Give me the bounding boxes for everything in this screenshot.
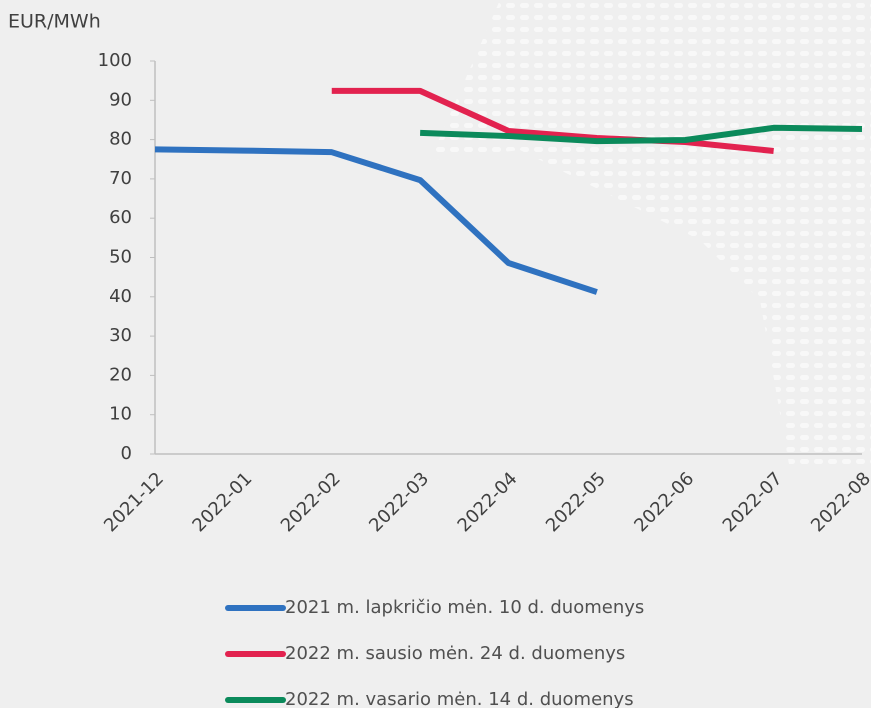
y-tick-label: 0: [121, 443, 132, 464]
y-axis-label: EUR/MWh: [8, 11, 101, 33]
legend-label: 2022 m. sausio mėn. 24 d. duomenys: [285, 643, 625, 664]
y-tick-label: 70: [109, 168, 132, 189]
y-tick-label: 10: [109, 404, 132, 425]
legend-label: 2022 m. vasario mėn. 14 d. duomenys: [285, 689, 634, 708]
series-line: [331, 87, 774, 154]
legend-label: 2021 m. lapkričio mėn. 10 d. duomenys: [285, 597, 644, 618]
y-tick-label: 40: [109, 286, 132, 307]
map-pattern: [430, 0, 871, 470]
y-tick-label: 60: [109, 207, 132, 228]
y-tick-label: 90: [109, 89, 132, 110]
y-tick-label: 30: [109, 325, 132, 346]
series-line: [420, 124, 863, 145]
y-tick-label: 100: [98, 50, 132, 71]
series-line: [154, 146, 598, 295]
y-tick-label: 50: [109, 247, 132, 268]
y-tick-label: 80: [109, 129, 132, 150]
y-tick-label: 20: [109, 364, 132, 385]
